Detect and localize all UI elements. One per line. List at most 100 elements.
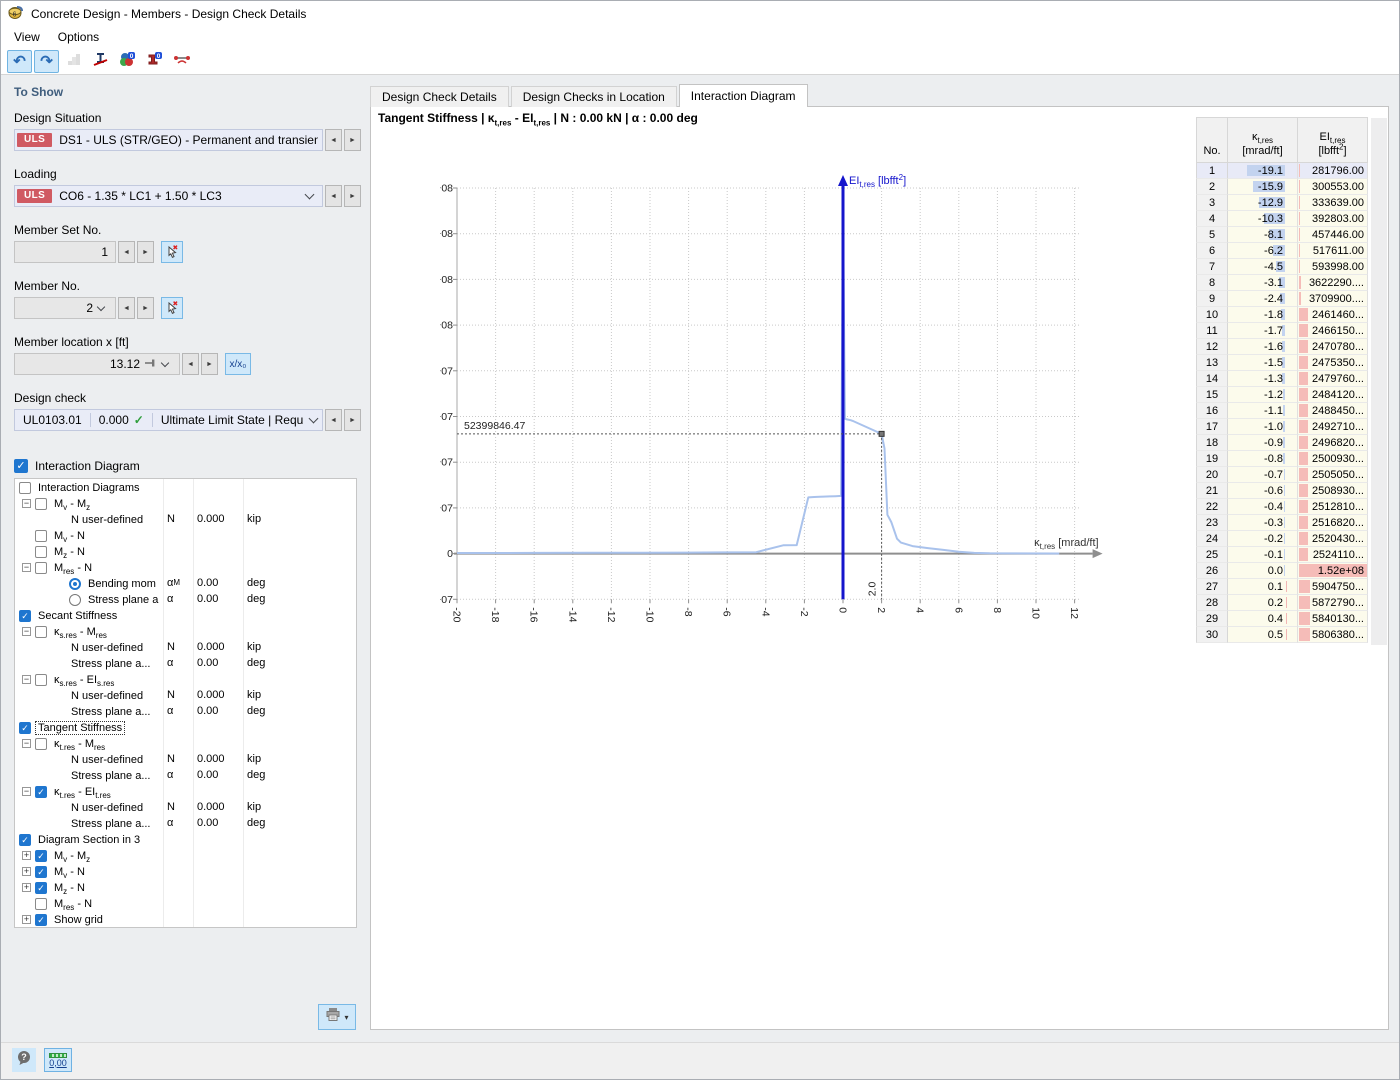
tree-checkbox-checked[interactable]: ✓ [35,849,47,862]
location-next-button[interactable]: ► [201,353,218,375]
tree-item[interactable]: N user-defined N 0.000 kip [15,511,356,527]
table-row[interactable]: 29 0.4 5840130... [1196,611,1368,627]
table-row[interactable]: 17 -1.0 2492710... [1196,419,1368,435]
table-row[interactable]: 12 -1.6 2470780... [1196,339,1368,355]
tree-checkbox-checked[interactable]: ✓ [19,609,31,622]
tree-checkbox[interactable] [35,529,47,542]
table-row[interactable]: 6 -6.2 517611.00 [1196,243,1368,259]
loading-next-button[interactable]: ► [344,185,361,207]
table-row[interactable]: 24 -0.2 2520430... [1196,531,1368,547]
color-results-button[interactable]: 0 [115,50,140,73]
design-situation-select[interactable]: ULS DS1 - ULS (STR/GEO) - Permanent and … [14,129,323,151]
tree-value-input[interactable]: 0.000 [194,511,244,527]
tree-checkbox[interactable] [19,481,31,494]
table-row[interactable]: 11 -1.7 2466150... [1196,323,1368,339]
tree-checkbox[interactable] [35,625,47,638]
tree-checkbox[interactable] [35,561,47,574]
member-set-pick-button[interactable] [161,241,183,263]
tree-item[interactable]: Stress plane a α 0.00 deg [15,591,356,607]
table-row[interactable]: 21 -0.6 2508930... [1196,483,1368,499]
tree-item[interactable]: N user-defined N 0.000 kip [15,799,356,815]
tree-value-input[interactable]: 0.00 [194,703,244,719]
table-row[interactable]: 20 -0.7 2505050... [1196,467,1368,483]
tree-checkbox-checked[interactable]: ✓ [35,913,47,926]
member-prev-button[interactable]: ◄ [118,297,135,319]
tree-value-input[interactable]: 0.00 [194,655,244,671]
tree-item[interactable]: −✓Tangent Stiffness [15,719,356,735]
tree-item[interactable]: −✓Diagram Section in 3 [15,831,356,847]
collapse-toggle-icon[interactable]: − [22,674,31,684]
table-row[interactable]: 25 -0.1 2524110... [1196,547,1368,563]
table-row[interactable]: 14 -1.3 2479760... [1196,371,1368,387]
loading-prev-button[interactable]: ◄ [325,185,342,207]
table-row[interactable]: 30 0.5 5806380... [1196,627,1368,643]
member-pick-button[interactable] [161,297,183,319]
tree-value-input[interactable]: 0.00 [194,591,244,607]
tree-value-input[interactable]: 0.000 [194,751,244,767]
tree-checkbox[interactable] [35,497,47,510]
collapse-toggle-icon[interactable]: − [22,562,31,572]
tree-item[interactable]: N user-defined N 0.000 kip [15,751,356,767]
tab-design-checks-in-location[interactable]: Design Checks in Location [510,86,677,107]
collapse-toggle-icon[interactable]: − [22,626,31,636]
location-prev-button[interactable]: ◄ [182,353,199,375]
tree-value-input[interactable]: 0.00 [194,767,244,783]
tree-checkbox[interactable] [35,897,47,910]
design-check-select[interactable]: UL0103.01 0.000 ✓ Ultimate Limit State | … [14,409,323,431]
table-row[interactable]: 10 -1.8 2461460... [1196,307,1368,323]
expand-toggle-icon[interactable]: + [22,882,31,892]
tree-checkbox[interactable] [35,545,47,558]
table-row[interactable]: 19 -0.8 2500930... [1196,451,1368,467]
member-next-button[interactable]: ► [137,297,154,319]
tree-radio[interactable] [69,593,81,606]
tree-item[interactable]: Mres - N [15,895,356,911]
location-input[interactable]: 13.12 [14,353,180,375]
tree-checkbox-checked[interactable]: ✓ [19,721,31,734]
member-set-prev-button[interactable]: ◄ [118,241,135,263]
tree-checkbox[interactable] [35,673,47,686]
menu-view[interactable]: View [14,30,40,44]
tree-value-input[interactable]: 0.00 [194,575,244,591]
decimal-places-button[interactable]: 0,00 [44,1048,72,1072]
table-row[interactable]: 15 -1.2 2484120... [1196,387,1368,403]
profile-info-button[interactable]: 0 [142,50,167,73]
collapse-toggle-icon[interactable]: − [22,738,31,748]
tree-checkbox-checked[interactable]: ✓ [35,865,47,878]
table-scrollbar[interactable] [1371,118,1387,645]
relative-location-button[interactable]: x/x₀ [225,353,251,375]
tree-value-input[interactable]: 0.00 [194,815,244,831]
redo-button[interactable]: ↷ [34,49,59,73]
tree-value-input[interactable]: 0.000 [194,687,244,703]
menu-options[interactable]: Options [57,30,100,44]
tree-checkbox[interactable] [35,737,47,750]
loading-select[interactable]: ULS CO6 - 1.35 * LC1 + 1.50 * LC3 [14,185,323,207]
table-row[interactable]: 28 0.2 5872790... [1196,595,1368,611]
section-stress-button[interactable] [88,50,113,73]
tree-item[interactable]: − κs,res - Mres [15,623,356,639]
tree-item[interactable]: + ✓ Show grid [15,911,356,927]
tree-item[interactable]: N user-defined N 0.000 kip [15,639,356,655]
tree-item[interactable]: − Mres - N [15,559,356,575]
tree-item[interactable]: Mz - N [15,543,356,559]
design-situation-prev-button[interactable]: ◄ [325,129,342,151]
table-row[interactable]: 7 -4.5 593998.00 [1196,259,1368,275]
tree-item[interactable]: Stress plane a... α 0.00 deg [15,703,356,719]
tree-value-input[interactable]: 0.000 [194,639,244,655]
expand-toggle-icon[interactable]: + [22,914,31,924]
tab-design-check-details[interactable]: Design Check Details [370,86,509,107]
tab-interaction-diagram[interactable]: Interaction Diagram [678,84,808,107]
member-input[interactable]: 2 [14,297,116,319]
member-hinges-button[interactable] [169,50,194,73]
design-situation-next-button[interactable]: ► [344,129,361,151]
table-row[interactable]: 26 0.0 1.52e+08 [1196,563,1368,579]
tree-item[interactable]: −✓Secant Stiffness [15,607,356,623]
table-row[interactable]: 5 -8.1 457446.00 [1196,227,1368,243]
table-row[interactable]: 18 -0.9 2496820... [1196,435,1368,451]
tree-item[interactable]: Stress plane a... α 0.00 deg [15,767,356,783]
tree-item[interactable]: − ✓ κt,res - EIt,res [15,783,356,799]
tree-item[interactable]: Bending mom α M 0.00 deg [15,575,356,591]
tree-item[interactable]: N user-defined N 0.000 kip [15,687,356,703]
table-row[interactable]: 13 -1.5 2475350... [1196,355,1368,371]
undo-button[interactable]: ↶ [7,49,32,73]
tree-item[interactable]: My - N [15,527,356,543]
